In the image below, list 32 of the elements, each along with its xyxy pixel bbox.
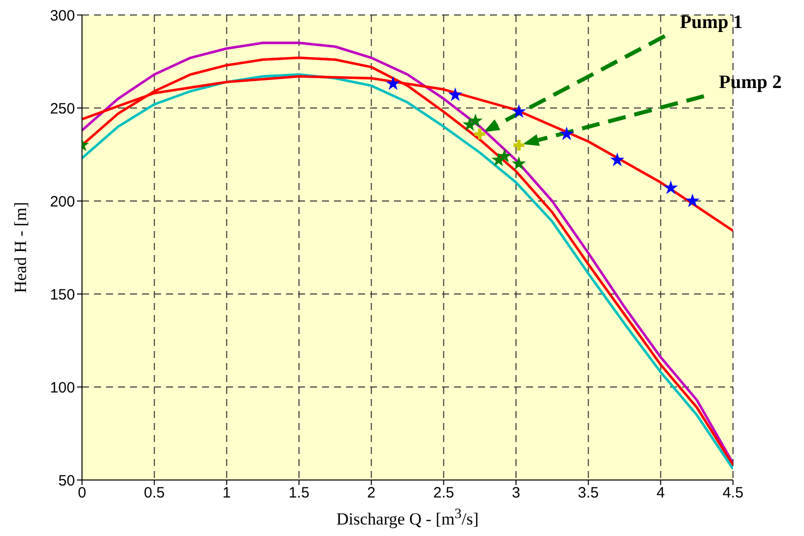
x-tick-label: 2.5 [433, 484, 454, 502]
x-tick-label: 1 [222, 484, 231, 502]
y-tick-label: 150 [50, 286, 75, 304]
x-tick-label: 2 [367, 484, 376, 502]
x-axis-title: Discharge Q - [m$^{3}$/s] [335, 506, 480, 530]
y-tick-label: 250 [50, 100, 75, 118]
point [610, 152, 624, 166]
point [664, 180, 678, 194]
x-tick-label: 0 [78, 484, 86, 502]
point [497, 148, 512, 162]
x-tick-label: 4 [656, 484, 665, 502]
point [386, 76, 400, 90]
point [685, 193, 700, 208]
x-tick-label: 3 [512, 484, 520, 502]
y-tick-label: 100 [50, 379, 75, 396]
x-tick-label: 0.5 [144, 484, 165, 502]
y-tick-label: 200 [50, 193, 75, 210]
point [512, 104, 526, 118]
point [559, 126, 574, 140]
x-tick-label: 3.5 [578, 484, 599, 502]
y-tick-label: 300 [50, 7, 75, 24]
annotation: Pump 1 [680, 12, 743, 34]
y-axis-title: Head H - [m] [11, 202, 30, 294]
x-tick-label: 1.5 [288, 484, 310, 502]
x-tick-label: 4.5 [722, 484, 744, 502]
point [448, 87, 462, 102]
y-tick-label: 50 [58, 472, 75, 490]
point [468, 113, 483, 128]
annotation: Pump 2 [718, 72, 782, 94]
point [514, 140, 524, 151]
point [474, 128, 486, 140]
point [512, 156, 526, 170]
